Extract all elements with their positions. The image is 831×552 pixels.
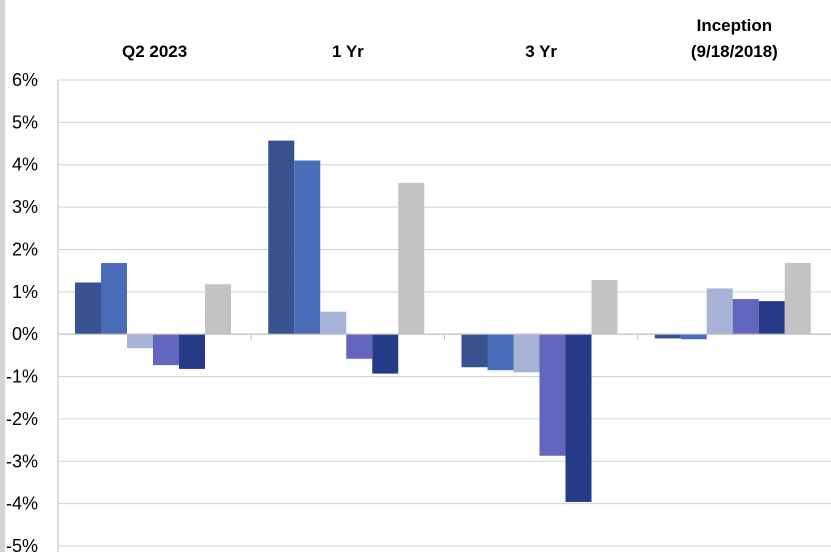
y-axis-tick-labels: 6% 5% 4% 3% 2% 1% 0% -1% -2% -3% -4% -5% (6, 70, 38, 552)
bar-0-4 (179, 334, 205, 369)
y-tick-label: 6% (12, 70, 38, 90)
bar-0-0 (75, 282, 101, 335)
y-tick-label: 4% (12, 155, 38, 175)
bar-3-4 (758, 301, 785, 335)
bar-2-0 (461, 334, 488, 368)
category-label: Inception (697, 16, 773, 35)
bars (75, 140, 811, 502)
y-tick-label: 5% (12, 112, 38, 132)
bar-1-2 (320, 311, 347, 335)
y-tick-label: -5% (6, 536, 38, 552)
bar-3-5 (784, 263, 811, 335)
y-tick-label: 0% (12, 324, 38, 344)
y-tick-label: -3% (6, 451, 38, 471)
y-tick-label: 1% (12, 282, 38, 302)
y-tick-label: 3% (12, 197, 38, 217)
bar-0-2 (127, 334, 153, 349)
left-edge-strip (0, 0, 5, 552)
category-label: 1 Yr (332, 42, 364, 61)
category-label: Q2 2023 (122, 42, 187, 61)
bar-1-4 (372, 334, 399, 374)
bar-0-1 (101, 263, 127, 335)
bar-3-3 (732, 299, 759, 335)
bar-3-1 (680, 334, 707, 340)
gridlines (58, 79, 831, 547)
y-tick-label: -4% (6, 494, 38, 514)
bar-1-3 (346, 334, 373, 359)
y-tick-label: 2% (12, 239, 38, 259)
y-tick-label: -1% (6, 367, 38, 387)
bar-2-4 (565, 334, 592, 502)
bar-3-0 (654, 334, 681, 339)
category-label: (9/18/2018) (691, 42, 778, 61)
y-tick-label: -2% (6, 409, 38, 429)
bar-2-3 (539, 334, 566, 456)
bar-3-2 (706, 288, 733, 335)
bar-2-5 (591, 279, 618, 335)
bar-1-5 (398, 182, 425, 335)
category-label: 3 Yr (525, 42, 557, 61)
bar-0-5 (205, 284, 231, 335)
bar-1-0 (268, 140, 295, 335)
bar-0-3 (153, 334, 179, 366)
bar-2-1 (487, 334, 514, 371)
bar-2-2 (513, 334, 540, 373)
bar-1-1 (294, 160, 321, 335)
category-labels: Q2 2023 1 Yr 3 Yr Inception (9/18/2018) (122, 16, 778, 61)
axes (57, 80, 831, 552)
